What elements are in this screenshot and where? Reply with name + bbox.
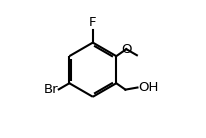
Text: OH: OH [138, 81, 158, 94]
Text: O: O [121, 43, 132, 56]
Text: Br: Br [44, 83, 58, 96]
Text: F: F [89, 16, 97, 29]
